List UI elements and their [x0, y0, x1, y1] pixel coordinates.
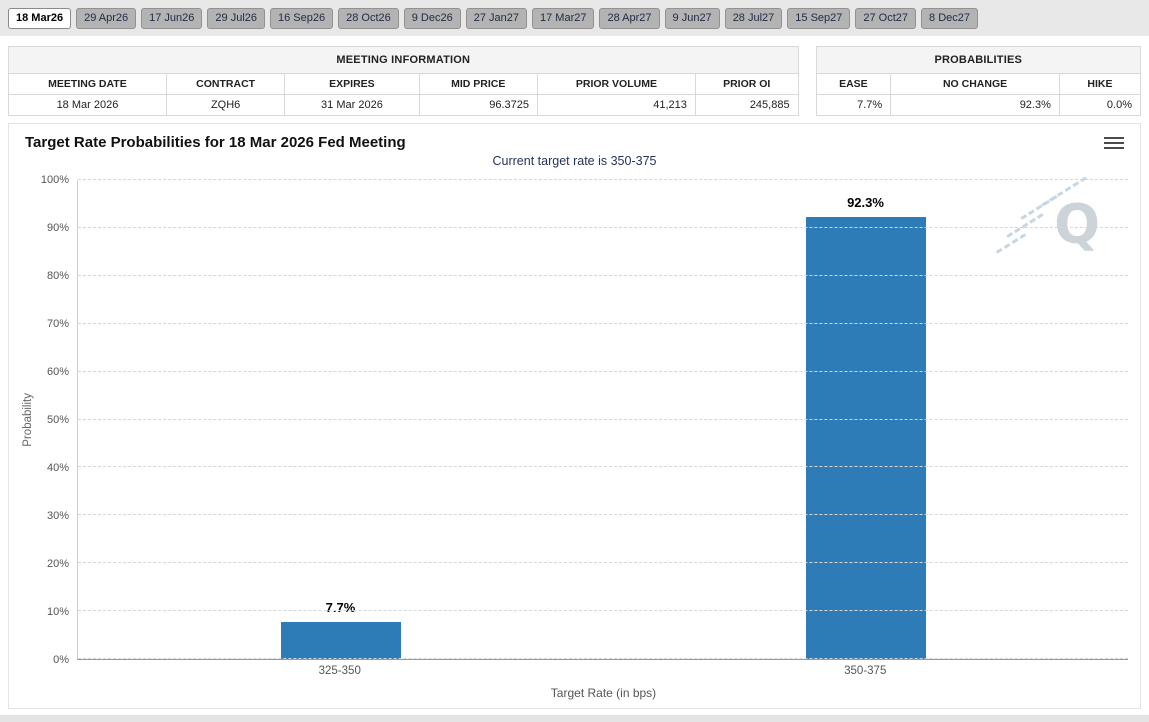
meeting-date-tab-bar: 18 Mar26 29 Apr26 17 Jun26 29 Jul26 16 S… — [0, 0, 1149, 36]
prior-volume-value: 41,213 — [536, 94, 696, 116]
summary-tables-row: MEETING INFORMATION MEETING DATE CONTRAC… — [0, 36, 1149, 123]
meeting-information-table: MEETING INFORMATION MEETING DATE CONTRAC… — [8, 46, 799, 116]
chart-title: Target Rate Probabilities for 18 Mar 202… — [25, 134, 406, 151]
x-axis-labels: 325-350 350-375 — [77, 660, 1128, 680]
gridline-70 — [78, 322, 1128, 324]
col-no-change: NO CHANGE — [890, 73, 1060, 95]
bar-value-label: 92.3% — [847, 194, 884, 210]
x-axis-title: Target Rate (in bps) — [550, 686, 657, 700]
bar-325-350[interactable]: 7.7% — [280, 600, 401, 659]
probabilities-table: PROBABILITIES EASE NO CHANGE HIKE 7.7% 9… — [815, 46, 1142, 116]
tab-29-jul26[interactable]: 29 Jul26 — [207, 8, 265, 29]
y-tick-10: 10% — [46, 606, 69, 618]
y-tick-90: 90% — [46, 222, 69, 234]
gridline-50 — [78, 418, 1128, 420]
y-tick-40: 40% — [46, 462, 69, 474]
meeting-date-value: 18 Mar 2026 — [8, 94, 167, 116]
bar-value-label: 7.7% — [325, 600, 356, 616]
bar-rect[interactable] — [805, 216, 926, 659]
tab-29-apr26[interactable]: 29 Apr26 — [76, 8, 137, 29]
tab-28-apr27[interactable]: 28 Apr27 — [599, 8, 660, 29]
tab-15-sep27[interactable]: 15 Sep27 — [787, 8, 851, 29]
col-mid-price: MID PRICE — [418, 73, 538, 95]
meeting-info-header-row: MEETING DATE CONTRACT EXPIRES MID PRICE … — [8, 73, 799, 95]
bar-rect[interactable] — [280, 622, 401, 659]
chart-header: Target Rate Probabilities for 18 Mar 202… — [13, 132, 1136, 152]
plot-area: Q 7.7% 92.3% — [77, 176, 1128, 660]
no-change-value: 92.3% — [890, 94, 1060, 116]
gridline-90 — [78, 226, 1128, 228]
tab-18-mar26[interactable]: 18 Mar26 — [8, 8, 72, 29]
plot-column: Q 7.7% 92.3% 325-350 350-375 — [77, 176, 1128, 680]
bar-350-375[interactable]: 92.3% — [805, 195, 926, 659]
col-contract: CONTRACT — [165, 73, 286, 95]
tab-8-dec27[interactable]: 8 Dec27 — [921, 8, 979, 29]
gridline-30 — [78, 514, 1128, 516]
prior-oi-value: 245,885 — [694, 94, 799, 116]
x-tick-350-375: 350-375 — [844, 665, 887, 677]
y-tick-70: 70% — [46, 318, 69, 330]
watermark-q-icon: Q — [1054, 193, 1100, 256]
gridline-80 — [78, 274, 1128, 276]
tab-17-jun26[interactable]: 17 Jun26 — [141, 8, 203, 29]
y-tick-0: 0% — [53, 654, 69, 666]
probabilities-title: PROBABILITIES — [815, 46, 1142, 74]
tab-28-jul27[interactable]: 28 Jul27 — [724, 8, 783, 29]
col-meeting-date: MEETING DATE — [8, 73, 167, 95]
gridline-100 — [78, 179, 1128, 180]
probabilities-data-row: 7.7% 92.3% 0.0% — [815, 94, 1142, 116]
tab-9-dec26[interactable]: 9 Dec26 — [403, 8, 461, 29]
col-expires: EXPIRES — [284, 73, 420, 95]
tab-17-mar27[interactable]: 17 Mar27 — [532, 8, 595, 29]
gridline-60 — [78, 370, 1128, 372]
col-prior-volume: PRIOR VOLUME — [536, 73, 696, 95]
y-tick-80: 80% — [46, 270, 69, 282]
chart-subtitle: Current target rate is 350-375 — [492, 154, 657, 168]
contract-value: ZQH6 — [165, 94, 286, 116]
probabilities-header-row: EASE NO CHANGE HIKE — [815, 73, 1142, 95]
y-tick-50: 50% — [46, 414, 69, 426]
tab-9-jun27[interactable]: 9 Jun27 — [664, 8, 720, 29]
col-prior-oi: PRIOR OI — [694, 73, 799, 95]
chart-body: Probability 0% 10% 20% 30% 40% 50% 60% 70% 80% 90… — [19, 174, 1128, 680]
expires-value: 31 Mar 2026 — [284, 94, 420, 116]
col-hike: HIKE — [1058, 73, 1142, 95]
hamburger-menu-icon[interactable] — [1104, 134, 1124, 152]
mid-price-value: 96.3725 — [418, 94, 538, 116]
x-tick-325-350: 325-350 — [318, 665, 361, 677]
probability-chart-panel: Target Rate Probabilities for 18 Mar 202… — [8, 123, 1141, 709]
gridline-0 — [78, 658, 1128, 659]
y-axis-labels: 0% 10% 20% 30% 40% 50% 60% 70% 80% 90% 100% — [37, 174, 77, 666]
gridline-20 — [78, 562, 1128, 564]
gridline-40 — [78, 466, 1128, 468]
col-ease: EASE — [815, 73, 892, 95]
y-tick-60: 60% — [46, 366, 69, 378]
tab-16-sep26[interactable]: 16 Sep26 — [270, 8, 334, 29]
ease-value: 7.7% — [815, 94, 892, 116]
tab-28-oct26[interactable]: 28 Oct26 — [338, 8, 399, 29]
y-tick-20: 20% — [46, 558, 69, 570]
hike-value: 0.0% — [1058, 94, 1142, 116]
meeting-information-title: MEETING INFORMATION — [8, 46, 799, 74]
y-axis-title: Probability — [22, 393, 34, 447]
tab-27-jan27[interactable]: 27 Jan27 — [465, 8, 527, 29]
tab-27-oct27[interactable]: 27 Oct27 — [855, 8, 917, 29]
meeting-info-data-row: 18 Mar 2026 ZQH6 31 Mar 2026 96.3725 41,… — [8, 94, 799, 116]
y-tick-30: 30% — [46, 510, 69, 522]
gridline-10 — [78, 610, 1128, 612]
y-tick-100: 100% — [40, 174, 69, 186]
footer-bar — [0, 715, 1149, 722]
